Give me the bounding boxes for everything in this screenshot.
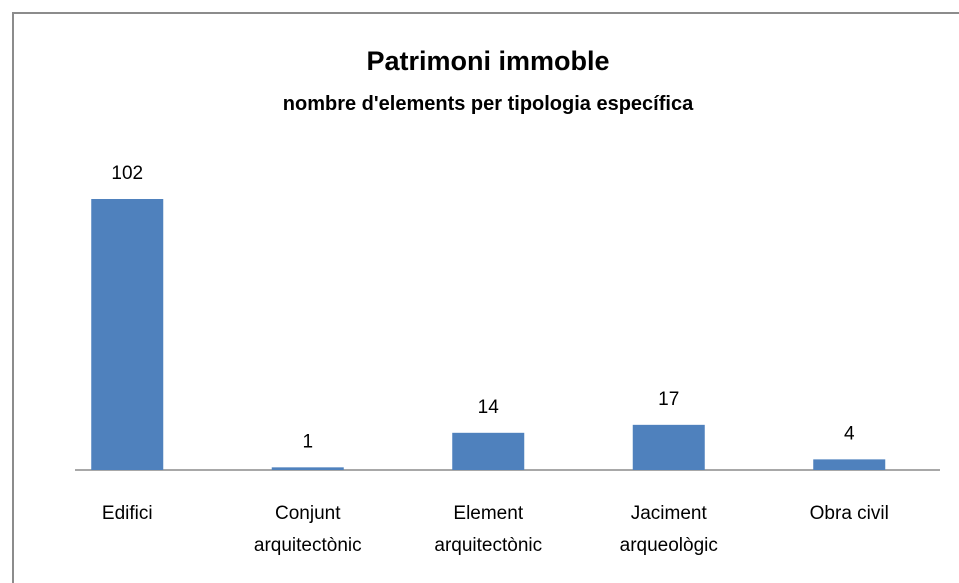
x-tick-label: Obra civil	[809, 503, 889, 524]
x-tick-label: Element arquitectònic	[434, 503, 543, 556]
data-label: 14	[478, 397, 500, 418]
data-label: 102	[111, 163, 143, 184]
bar	[632, 424, 705, 470]
chart-frame	[12, 12, 959, 583]
x-tick-label: Conjunt arquitectònic	[253, 503, 362, 556]
chart-title: Patrimoni immoble	[366, 46, 609, 76]
data-label: 4	[844, 423, 855, 444]
bar	[91, 199, 164, 470]
bar	[813, 459, 886, 470]
x-tick-label: Edifici	[101, 503, 153, 524]
x-tick-label: Jaciment arqueològic	[619, 503, 718, 556]
data-label: 1	[302, 431, 313, 452]
bar	[271, 467, 344, 470]
bar	[452, 432, 525, 470]
chart-subtitle: nombre d'elements per tipologia específi…	[283, 93, 694, 115]
data-label: 17	[658, 389, 679, 410]
